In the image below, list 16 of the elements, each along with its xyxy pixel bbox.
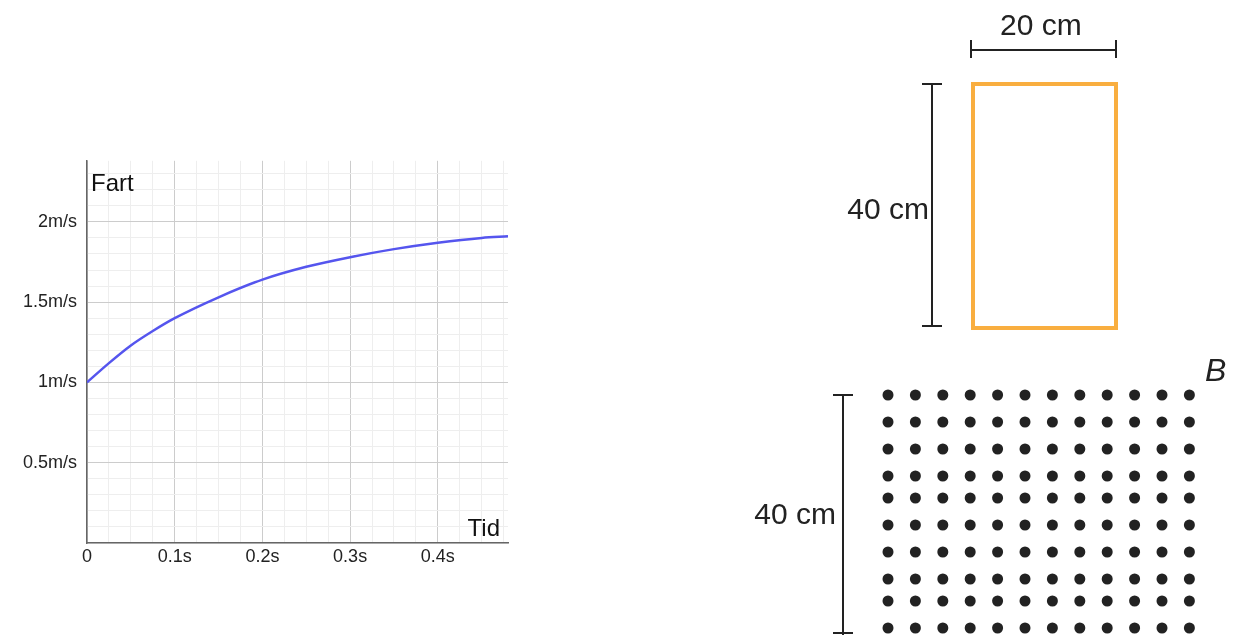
y-tick-label: 2m/s	[37, 210, 77, 231]
line-series	[87, 235, 508, 384]
x-axis-title: Tid	[467, 513, 500, 541]
x-tick-label: 0.1s	[157, 545, 192, 566]
text: 20 cm	[1000, 8, 1082, 42]
y-tick-label: 1m/s	[37, 371, 77, 392]
x-tick-label: 0.3s	[333, 545, 368, 566]
x-tick-label: 0	[81, 545, 93, 566]
x-tick-label: 0.4s	[420, 545, 455, 566]
y-axis-title: Fart	[91, 169, 134, 197]
y-tick-label: 1.5m/s	[22, 291, 77, 312]
y-tick-label: 0.5m/s	[22, 451, 77, 472]
x-tick-label: 0.2s	[245, 545, 280, 566]
text: 40 cm	[754, 497, 836, 531]
text: 40 cm	[847, 192, 929, 226]
text: B⃗	[1205, 352, 1234, 389]
